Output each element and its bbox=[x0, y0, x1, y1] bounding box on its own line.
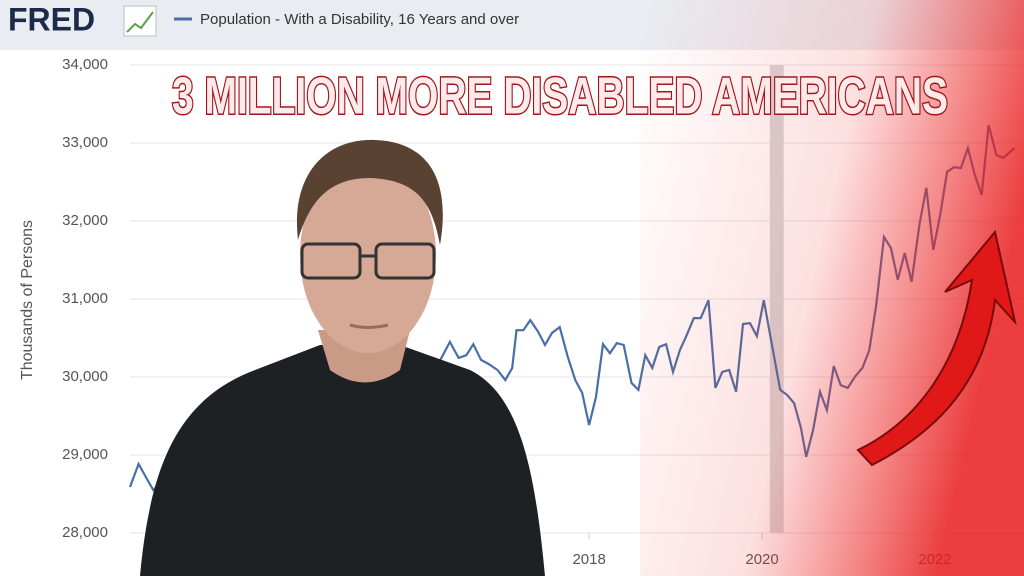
legend-label: Population - With a Disability, 16 Years… bbox=[200, 11, 519, 28]
y-tick-label: 32,000 bbox=[62, 212, 108, 229]
y-tick-label: 30,000 bbox=[62, 368, 108, 385]
hair bbox=[296, 139, 443, 245]
y-tick-label: 31,000 bbox=[62, 290, 108, 307]
logo-icon-line bbox=[126, 11, 154, 33]
y-tick-label: 33,000 bbox=[62, 134, 108, 151]
x-tick-label: 2018 bbox=[572, 551, 605, 568]
headline: 3 MILLION MORE DISABLED AMERICANS bbox=[172, 68, 948, 126]
mouth bbox=[349, 323, 389, 329]
logo: FRED bbox=[8, 1, 95, 37]
glasses-right bbox=[374, 242, 436, 280]
arrow bbox=[856, 229, 1017, 467]
glasses-left bbox=[300, 242, 362, 280]
y-tick-label: 28,000 bbox=[62, 524, 108, 541]
y-axis-label: Thousands of Persons bbox=[19, 220, 36, 380]
shirt bbox=[140, 345, 545, 576]
y-tick-label: 29,000 bbox=[62, 446, 108, 463]
red-overlay bbox=[640, 0, 1024, 576]
person bbox=[140, 139, 545, 576]
y-tick-label: 34,000 bbox=[62, 56, 108, 73]
